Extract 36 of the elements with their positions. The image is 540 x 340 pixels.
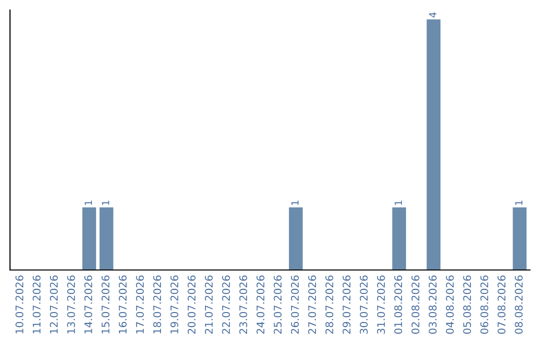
x-tick-label: 10.07.2026: [15, 276, 24, 334]
x-tick-label: 18.07.2026: [153, 276, 162, 334]
x-tick-label: 17.07.2026: [136, 276, 144, 334]
data-label: 1: [84, 200, 92, 205]
x-tick-label: 19.07.2026: [170, 276, 178, 334]
x-tick-label: 12.07.2026: [50, 276, 58, 334]
data-label: 1: [291, 200, 299, 205]
x-tick-label: 15.07.2026: [102, 276, 110, 334]
data-label: 1: [515, 200, 522, 205]
data-label: 1: [102, 200, 110, 205]
x-tick-label: 20.07.2026: [188, 276, 196, 334]
data-label: 4: [429, 12, 436, 18]
x-tick-label: 11.07.2026: [32, 276, 41, 334]
x-tick-label: 02.08.2026: [412, 276, 420, 334]
x-tick-label: 21.07.2026: [204, 276, 213, 334]
x-tick-label: 28.07.2026: [325, 276, 334, 334]
x-tick-label: 08.08.2026: [514, 276, 523, 334]
x-tick-label: 04.08.2026: [446, 276, 454, 334]
x-tick-label: 01.08.2026: [394, 276, 402, 334]
x-tick-label: 16.07.2026: [118, 276, 127, 334]
x-tick-label: 14.07.2026: [84, 276, 92, 334]
x-tick-label: 31.07.2026: [377, 276, 385, 334]
data-label: 1: [394, 200, 402, 205]
x-tick-label: 25.07.2026: [274, 276, 282, 334]
x-tick-label: 03.08.2026: [428, 276, 437, 334]
x-tick-label: 05.08.2026: [463, 276, 472, 334]
x-tick-label: 06.08.2026: [480, 276, 488, 334]
x-tick-label: 26.07.2026: [290, 276, 299, 334]
x-tick-label: 13.07.2026: [67, 276, 76, 334]
x-tick-label: 29.07.2026: [342, 276, 351, 334]
x-tick-label: 22.07.2026: [222, 276, 230, 334]
x-tick-label: 24.07.2026: [256, 276, 264, 334]
x-tick-label: 27.07.2026: [308, 276, 316, 334]
x-tick-label: 30.07.2026: [360, 276, 368, 334]
x-tick-label: 07.08.2026: [498, 276, 506, 334]
x-tick-label: 23.07.2026: [239, 276, 248, 334]
